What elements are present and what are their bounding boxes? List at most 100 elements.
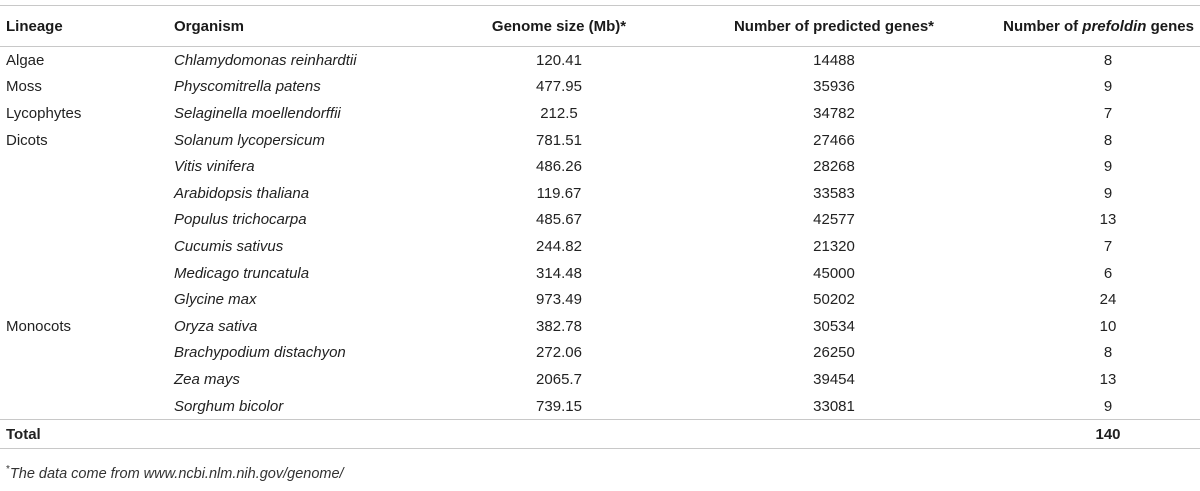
- cell-genome-size: 382.78: [536, 317, 582, 335]
- cell-organism: Selaginella moellendorffii: [174, 104, 341, 122]
- header-row: Lineage Organism Genome size (Mb)* Numbe…: [0, 5, 1200, 47]
- cell-organism: Oryza sativa: [174, 317, 258, 335]
- table-row: Arabidopsis thaliana 119.67 33583 9: [0, 180, 1200, 207]
- cell-organism: Physcomitrella patens: [174, 78, 321, 96]
- cell-genome-size: 212.5: [540, 104, 578, 122]
- cell-prefoldin-genes: 9: [1103, 184, 1113, 202]
- cell-prefoldin-genes: 13: [1099, 211, 1117, 229]
- cell-genome-size: 739.15: [444, 392, 674, 421]
- table-row: Cucumis sativus 244.82 21320 7: [0, 233, 1200, 260]
- cell-organism: Sorghum bicolor: [174, 392, 444, 421]
- cell-prefoldin-genes: 7: [1103, 237, 1113, 255]
- cell-prefoldin-genes: 13: [1099, 370, 1117, 388]
- cell-organism: Glycine max: [174, 291, 257, 309]
- cell-organism: Cucumis sativus: [174, 237, 284, 255]
- cell-genome-size: 119.67: [536, 184, 582, 202]
- cell-organism: Populus trichocarpa: [174, 211, 307, 229]
- cell-genome-size: 477.95: [536, 78, 582, 96]
- cell-prefoldin-genes: 8: [1103, 51, 1113, 69]
- table-row: Dicots Solanum lycopersicum 781.51 27466 8: [0, 127, 1200, 154]
- cell-prefoldin-genes: 8: [1103, 131, 1113, 149]
- cell-prefoldin-genes: 9: [1103, 78, 1113, 96]
- cell-lineage: [0, 286, 174, 313]
- header-prefoldin-prefix: Number of: [1003, 17, 1083, 35]
- cell-organism: Zea mays: [174, 370, 240, 388]
- header-genome-size: Genome size (Mb)*: [444, 5, 674, 47]
- cell-lineage: [0, 153, 174, 180]
- header-prefoldin-genes: Number of prefoldin genes: [994, 5, 1200, 47]
- table-row: Vitis vinifera 486.26 28268 9: [0, 153, 1200, 180]
- table-row: Monocots Oryza sativa 382.78 30534 10: [0, 313, 1200, 340]
- cell-predicted-genes: 45000: [813, 264, 855, 282]
- table-footnote: *The data come from www.ncbi.nlm.nih.gov…: [6, 464, 344, 482]
- cell-genome-size: 781.51: [536, 131, 582, 149]
- cell-prefoldin-genes: 10: [1099, 317, 1117, 335]
- header-lineage: Lineage: [0, 5, 174, 47]
- cell-lineage: [0, 233, 174, 260]
- cell-genome-size: 2065.7: [536, 370, 582, 388]
- table-row: Algae Chlamydomonas reinhardtii 120.41 1448…: [0, 47, 1200, 74]
- cell-predicted-genes: 21320: [813, 237, 855, 255]
- footnote-mark: *: [6, 464, 10, 475]
- cell-genome-size: 244.82: [536, 237, 582, 255]
- total-label: Total: [0, 419, 174, 450]
- cell-lineage: Moss: [6, 78, 42, 96]
- cell-lineage: Monocots: [6, 317, 72, 335]
- cell-predicted-genes: 42577: [813, 211, 855, 229]
- cell-genome-size: 314.48: [536, 264, 582, 282]
- cell-prefoldin-genes: 9: [994, 392, 1200, 421]
- cell-lineage: Dicots: [6, 131, 48, 149]
- cell-lineage: Lycophytes: [6, 104, 82, 122]
- cell-organism: Vitis vinifera: [174, 158, 255, 176]
- table-row: Zea mays 2065.7 39454 13: [0, 366, 1200, 393]
- cell-organism: Chlamydomonas reinhardtii: [174, 51, 357, 69]
- cell-predicted-genes: 30534: [813, 317, 855, 335]
- cell-organism: Medicago truncatula: [174, 264, 310, 282]
- table-row: Moss Physcomitrella patens 477.95 35936 9: [0, 74, 1200, 101]
- cell-prefoldin-genes: 9: [1103, 158, 1113, 176]
- table-row: Lycophytes Selaginella moellendorffii 212.…: [0, 100, 1200, 127]
- cell-predicted-genes: 35936: [813, 78, 855, 96]
- cell-predicted-genes: 39454: [813, 370, 855, 388]
- cell-genome-size: 272.06: [536, 344, 582, 362]
- cell-predicted-genes: 28268: [813, 158, 855, 176]
- cell-predicted-genes: 14488: [813, 51, 855, 69]
- header-prefoldin-italic: prefoldin: [1082, 17, 1147, 35]
- cell-lineage: [0, 180, 174, 207]
- cell-predicted-genes: 33081: [674, 392, 994, 421]
- cell-genome-size: 120.41: [536, 51, 582, 69]
- cell-predicted-genes: 27466: [813, 131, 855, 149]
- cell-lineage: [0, 260, 174, 287]
- total-predicted-empty: [674, 419, 994, 450]
- header-predicted-genes: Number of predicted genes*: [674, 5, 994, 47]
- total-genome-empty: [444, 419, 674, 450]
- cell-genome-size: 973.49: [536, 291, 582, 309]
- table-row: Glycine max 973.49 50202 24: [0, 286, 1200, 313]
- cell-prefoldin-genes: 7: [1103, 104, 1113, 122]
- table-body: Algae Chlamydomonas reinhardtii 120.41 1448…: [0, 47, 1200, 421]
- table-row: Sorghum bicolor 739.15 33081 9: [0, 392, 1200, 421]
- total-prefoldin-genes: 140: [994, 419, 1200, 450]
- cell-organism: Brachypodium distachyon: [174, 344, 346, 362]
- footnote-text: The data come from www.ncbi.nlm.nih.gov/…: [9, 465, 344, 482]
- cell-prefoldin-genes: 6: [1103, 264, 1113, 282]
- cell-lineage: Algae: [6, 51, 45, 69]
- cell-prefoldin-genes: 24: [1099, 291, 1117, 309]
- cell-organism: Solanum lycopersicum: [174, 131, 325, 149]
- cell-lineage: [0, 392, 174, 421]
- cell-prefoldin-genes: 8: [1103, 344, 1113, 362]
- table-row: Populus trichocarpa 485.67 42577 13: [0, 207, 1200, 234]
- table-row: Medicago truncatula 314.48 45000 6: [0, 260, 1200, 287]
- cell-genome-size: 485.67: [536, 211, 582, 229]
- total-organism-empty: [174, 419, 444, 450]
- cell-predicted-genes: 50202: [813, 291, 855, 309]
- header-organism: Organism: [174, 5, 444, 47]
- cell-predicted-genes: 33583: [813, 184, 855, 202]
- cell-lineage: [0, 366, 174, 393]
- cell-predicted-genes: 26250: [813, 344, 855, 362]
- cell-predicted-genes: 34782: [813, 104, 855, 122]
- cell-lineage: [0, 207, 174, 234]
- cell-genome-size: 486.26: [536, 158, 582, 176]
- cell-lineage: [0, 340, 174, 367]
